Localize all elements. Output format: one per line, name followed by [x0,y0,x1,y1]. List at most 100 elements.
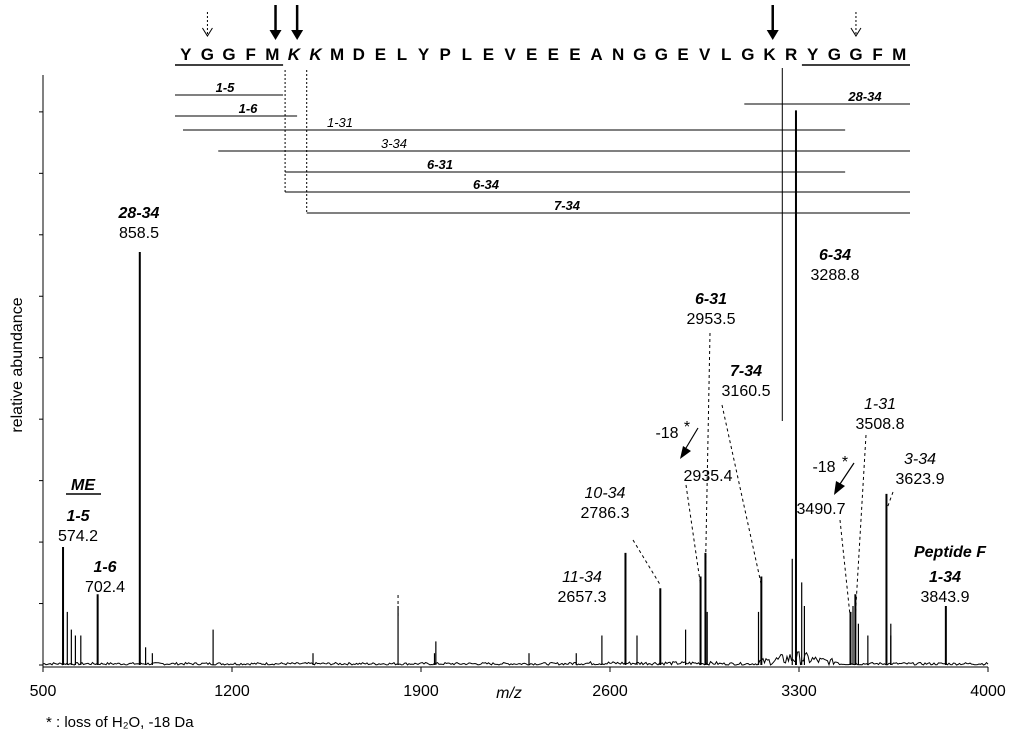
leader-line [721,404,762,586]
peak-label-value: 2953.5 [687,311,736,328]
leader-line [839,519,851,621]
residue: R [785,45,797,64]
peak-label-value: 3288.8 [811,267,860,284]
cleavage-arrow-head [766,30,779,40]
water-loss-label: -18 [812,459,835,476]
peak-label-value: 3623.9 [896,471,945,488]
y-axis-label: relative abundance [9,297,26,432]
peptide-name-label: Peptide F [914,544,987,561]
peak-label-value: 3843.9 [921,589,970,606]
water-loss-arrowhead [834,481,845,495]
residue: P [440,45,451,64]
residue: D [353,45,365,64]
residue: G [201,45,214,64]
residue: E [677,45,688,64]
method-label: ME [71,477,96,494]
peak-label-name: 7-34 [730,363,762,380]
peak-label-value: 3490.7 [797,501,846,518]
peak-label-name: 1-34 [929,569,961,586]
axes: 500 1200 1900 2600 3300 4000 [30,75,1006,700]
residue: F [245,45,255,64]
residue: L [462,45,472,64]
water-loss-label: -18 [655,425,678,442]
peak-label-name: 1-5 [66,508,90,525]
x-tick-label: 4000 [970,683,1006,700]
residue: G [655,45,668,64]
peak-label-value: 2786.3 [581,505,630,522]
fragment-label: 7-34 [554,198,581,213]
peak-label-name: 1-6 [93,559,116,576]
peak-label-name: 3-34 [904,451,936,468]
residue: K [309,45,323,64]
leader-line [685,484,702,586]
peak-label-name: 6-34 [819,247,851,264]
water-loss-star: * [842,454,848,471]
residue: N [612,45,624,64]
fragment-map: 1-51-6 28-34 1-31 3-34 6-31 6-34 7-34 [175,68,910,421]
peaks [62,110,947,665]
fragment-label: 6-34 [473,177,500,192]
residue: E [375,45,386,64]
residue: V [699,45,711,64]
peak-label-value: 2657.3 [558,589,607,606]
peak-label-name: 28-34 [118,205,160,222]
leader-line [704,332,711,573]
residue: E [569,45,580,64]
water-loss-star: * [684,419,690,436]
residue: G [828,45,841,64]
peak-label-name: 11-34 [562,569,602,586]
residue: L [397,45,407,64]
peak-label-value: 574.2 [58,528,98,545]
fragment-label: 1-5 [216,80,236,95]
x-tick-label: 500 [30,683,57,700]
fragment-label: 3-34 [381,136,407,151]
x-tick-label: 3300 [781,683,817,700]
peak-label-value: 3160.5 [722,383,771,400]
residue: G [741,45,754,64]
cleavage-arrow-head [269,30,282,40]
water-loss-arrowhead [680,446,691,459]
peak-label-value: 702.4 [85,579,125,596]
baseline-noise [42,558,989,667]
water-loss-arrow [839,462,855,485]
residue: E [526,45,537,64]
peak-label-name: 1-31 [864,396,896,413]
residue: G [222,45,235,64]
residue: M [892,45,906,64]
peak-label-value: 858.5 [119,225,159,242]
residue: Y [180,45,192,64]
peak-label-value: 3508.8 [856,416,905,433]
residue: M [330,45,344,64]
residue: L [721,45,731,64]
x-tick-label: 1900 [403,683,439,700]
footnote: * : loss of H₂O, -18 Da [46,714,194,731]
cleavage-arrow-dotted-head [850,27,862,37]
fragment-label: 28-34 [847,89,882,104]
peak-label-name: 10-34 [585,485,626,502]
fragment-label: 1-6 [239,101,259,116]
residue: F [872,45,882,64]
residue: M [265,45,279,64]
residue: Y [807,45,819,64]
fragment-label: 1-31 [327,115,353,130]
residue: K [763,45,776,64]
residue: E [483,45,494,64]
noise-trace [42,651,989,667]
x-tick-label: 1200 [214,683,250,700]
residue: G [633,45,646,64]
x-axis-label: m/z [496,685,522,702]
residue: A [590,45,602,64]
peak-annotations: ME 1-5 574.2 1-6 702.4 28-34 858.5 11-34 2657.3 1… [58,205,987,621]
residue: E [548,45,559,64]
fragment-label: 6-31 [427,157,453,172]
residue: Y [418,45,430,64]
water-loss-arrow [685,427,699,449]
residue: V [504,45,516,64]
peak-label-name: 6-31 [695,291,727,308]
peak-label-value: 2935.4 [684,468,733,485]
leader-line [632,539,661,586]
cleavage-arrow-head [291,30,304,40]
